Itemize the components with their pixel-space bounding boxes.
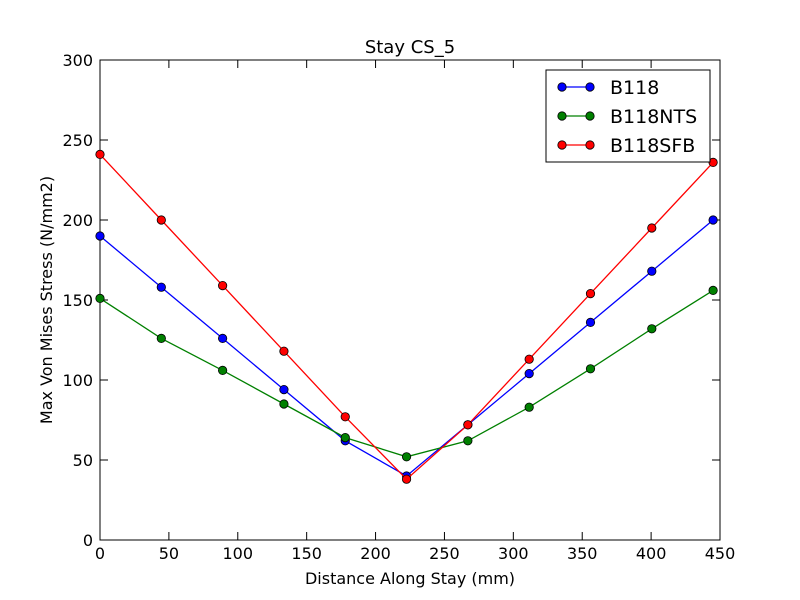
x-tick-label: 0 xyxy=(95,544,105,563)
x-tick-label: 100 xyxy=(223,544,254,563)
legend-items: B118 B118NTS B118SFB xyxy=(557,77,697,157)
x-tick-label: 300 xyxy=(498,544,529,563)
x-axis-ticks: 0 50 100 150 200 250 300 350 400 450 xyxy=(95,60,735,563)
legend-label: B118SFB xyxy=(610,135,695,157)
data-point xyxy=(647,324,657,334)
data-point xyxy=(279,399,289,409)
legend-marker xyxy=(585,82,595,92)
data-point xyxy=(708,215,718,225)
legend-marker xyxy=(585,111,595,121)
data-point xyxy=(524,368,534,379)
x-axis-label: Distance Along Stay (mm) xyxy=(305,569,515,588)
data-point xyxy=(156,333,166,343)
data-point xyxy=(708,285,718,295)
data-point xyxy=(401,474,412,484)
legend-marker xyxy=(557,140,567,150)
y-axis-label: Max Von Mises Stress (N/mm2) xyxy=(37,176,56,424)
data-point xyxy=(95,293,105,303)
data-point xyxy=(401,452,412,462)
y-tick-label: 150 xyxy=(62,291,93,310)
data-point xyxy=(218,333,228,343)
data-point xyxy=(279,346,289,356)
chart-title: Stay CS_5 xyxy=(365,37,455,58)
x-tick-label: 50 xyxy=(159,544,179,563)
legend-label: B118NTS xyxy=(610,106,697,128)
data-point xyxy=(95,149,105,159)
legend: B118 B118NTS B118SFB xyxy=(545,69,711,163)
legend-marker xyxy=(557,82,567,92)
series-b118nts xyxy=(95,285,718,462)
x-tick-label: 450 xyxy=(705,544,736,563)
x-tick-label: 150 xyxy=(291,544,322,563)
data-point xyxy=(218,365,228,375)
legend-label: B118 xyxy=(610,77,659,99)
data-point xyxy=(156,282,166,292)
data-point xyxy=(647,223,657,233)
data-point xyxy=(340,432,350,443)
data-point xyxy=(647,266,657,276)
x-tick-label: 250 xyxy=(429,544,460,563)
x-tick-label: 400 xyxy=(636,544,667,563)
data-point xyxy=(585,288,596,299)
data-point xyxy=(463,420,473,430)
y-tick-label: 100 xyxy=(62,371,93,390)
series-b118sfb xyxy=(95,149,718,484)
data-point xyxy=(585,317,596,327)
data-point xyxy=(156,215,166,225)
y-axis-ticks: 0 50 100 150 200 250 300 xyxy=(62,51,720,550)
legend-marker xyxy=(557,111,567,121)
data-point xyxy=(585,364,596,374)
y-tick-label: 50 xyxy=(73,451,93,470)
data-point xyxy=(279,384,289,395)
y-tick-label: 250 xyxy=(62,131,93,150)
data-point xyxy=(340,412,350,422)
data-point xyxy=(524,354,534,364)
data-point xyxy=(218,280,228,291)
x-tick-label: 200 xyxy=(360,544,391,563)
x-tick-label: 350 xyxy=(567,544,598,563)
data-series-layer xyxy=(95,149,718,484)
y-tick-label: 300 xyxy=(62,51,93,70)
legend-marker xyxy=(585,140,595,150)
y-tick-label: 200 xyxy=(62,211,93,230)
y-tick-label: 0 xyxy=(83,531,93,550)
data-point xyxy=(524,402,534,412)
data-point xyxy=(95,231,105,241)
data-point xyxy=(463,436,473,446)
